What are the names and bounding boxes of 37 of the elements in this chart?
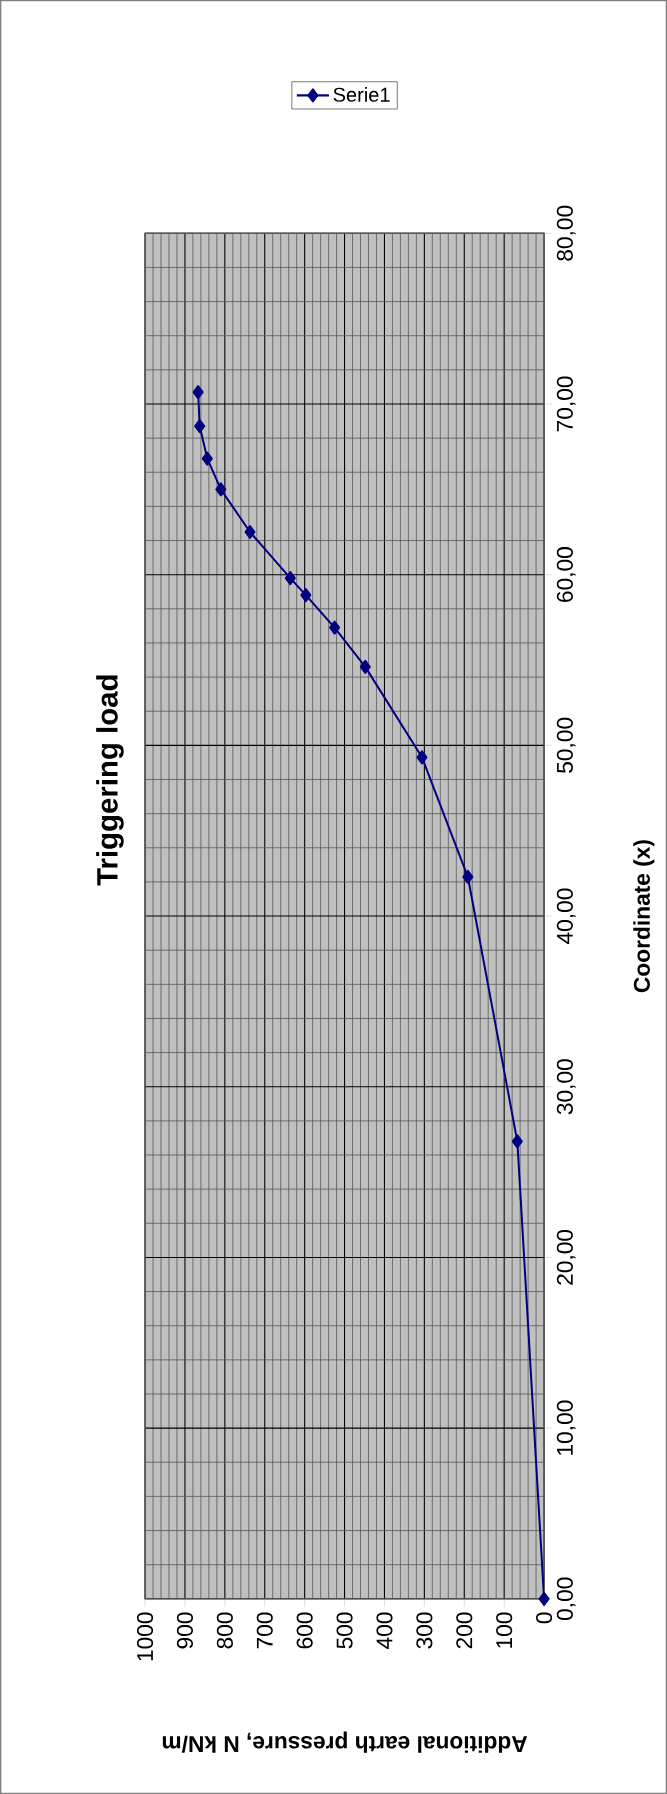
point	[215, 482, 227, 497]
point	[511, 1134, 523, 1149]
point	[538, 1591, 550, 1606]
point	[300, 588, 312, 603]
legend-label: Serie1	[333, 87, 390, 102]
y-tick-label: 50,00	[556, 717, 576, 773]
point	[201, 451, 213, 466]
point	[416, 750, 428, 765]
x-tick-label: 800	[216, 1612, 233, 1649]
x-tick-label: 0	[535, 1612, 553, 1624]
point	[462, 869, 474, 884]
point	[329, 620, 341, 635]
y-tick-label: 70,00	[556, 376, 576, 432]
x-tick-label: 300	[416, 1612, 433, 1649]
y-axis-title: Coordinate (x)	[633, 840, 655, 993]
point	[359, 659, 371, 674]
x-tick-label: 900	[176, 1612, 193, 1649]
x-tick-label: 700	[256, 1612, 273, 1649]
x-tick-label: 200	[456, 1612, 473, 1649]
x-tick-label: 1000	[136, 1612, 154, 1661]
point	[244, 524, 256, 540]
y-tick-label: 40,00	[556, 888, 576, 944]
x-axis-title: Additional earth pressure, N kN/m	[162, 1731, 528, 1753]
y-tick-label: 20,00	[556, 1229, 576, 1285]
x-tick-label: 400	[376, 1612, 393, 1649]
point	[284, 571, 296, 586]
y-tick-label: 0,00	[556, 1577, 576, 1621]
y-tick-label: 60,00	[556, 547, 576, 602]
text: Triggering load	[96, 675, 124, 886]
point	[192, 385, 204, 400]
x-tick-label: 500	[336, 1612, 353, 1649]
x-tick-label: 100	[496, 1612, 513, 1648]
y-tick-label: 80,00	[556, 205, 576, 261]
x-tick-label: 600	[296, 1612, 313, 1649]
y-tick-label: 10,00	[556, 1400, 576, 1455]
y-tick-label: 30,00	[556, 1059, 576, 1115]
point	[194, 419, 206, 434]
